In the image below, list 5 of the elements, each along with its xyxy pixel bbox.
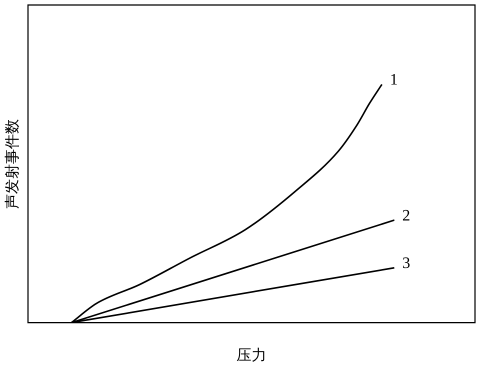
series-label: 1 xyxy=(390,72,398,89)
x-axis-title: 压力 xyxy=(236,346,266,364)
series-label: 2 xyxy=(402,207,410,224)
y-axis-title: 声发射事件数 xyxy=(4,118,21,209)
series-label: 3 xyxy=(402,255,410,272)
